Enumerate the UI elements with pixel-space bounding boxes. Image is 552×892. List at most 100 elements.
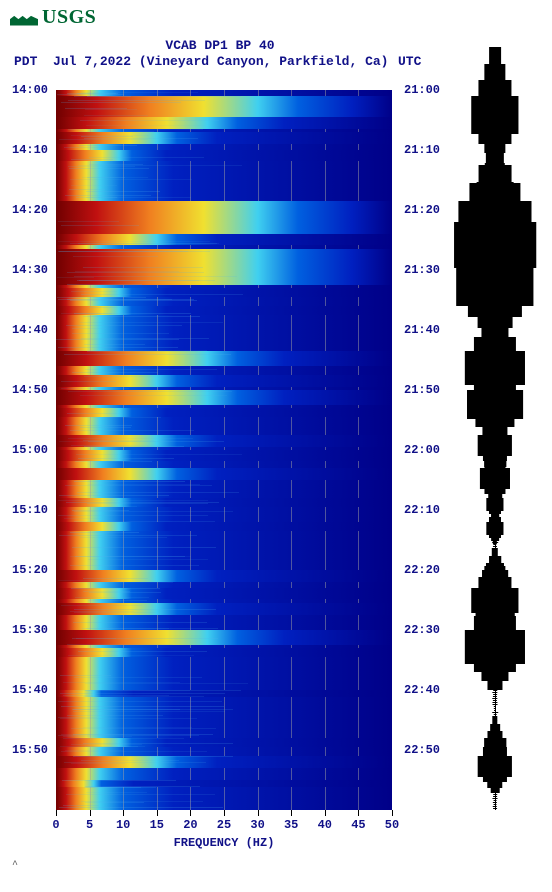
waveform-noise	[493, 746, 498, 747]
waveform-noise	[494, 536, 497, 537]
noise-speckle	[81, 801, 203, 802]
waveform-noise	[493, 102, 497, 103]
noise-speckle	[68, 100, 204, 101]
waveform-noise	[493, 98, 498, 99]
waveform-noise	[492, 774, 497, 775]
waveform-noise	[494, 710, 496, 711]
waveform-noise	[494, 134, 496, 135]
y-tick-right-label: 22:40	[404, 683, 440, 697]
waveform-noise	[493, 428, 496, 429]
noise-speckle	[86, 125, 206, 126]
spectrogram-event	[56, 117, 392, 129]
waveform-noise	[493, 356, 497, 357]
noise-speckle	[73, 582, 173, 583]
waveform-noise	[492, 736, 498, 737]
waveform-noise	[493, 704, 498, 705]
waveform-noise	[494, 548, 496, 549]
waveform-noise	[493, 420, 497, 421]
waveform-noise	[493, 274, 496, 275]
waveform-noise	[493, 688, 496, 689]
waveform-noise	[492, 294, 497, 295]
waveform-noise	[493, 182, 497, 183]
noise-speckle	[70, 430, 194, 431]
waveform-noise	[493, 384, 497, 385]
waveform-noise	[494, 564, 497, 565]
waveform-noise	[492, 168, 498, 169]
waveform-noise	[493, 782, 496, 783]
y-tick-left-label: 15:10	[12, 503, 48, 517]
waveform-noise	[492, 400, 497, 401]
waveform-noise	[493, 170, 496, 171]
noise-speckle	[58, 299, 194, 300]
noise-speckle	[67, 93, 116, 94]
waveform-noise	[493, 448, 497, 449]
waveform-noise	[494, 290, 496, 291]
waveform-noise	[492, 286, 498, 287]
noise-speckle	[67, 284, 142, 285]
noise-speckle	[68, 438, 193, 439]
noise-speckle	[58, 717, 97, 718]
waveform-noise	[493, 92, 497, 93]
waveform-noise	[494, 760, 497, 761]
waveform-noise	[494, 604, 496, 605]
y-tick-left-label: 14:30	[12, 263, 48, 277]
y-tick-right-label: 21:30	[404, 263, 440, 277]
waveform-noise	[493, 166, 497, 167]
noise-speckle	[58, 241, 209, 242]
waveform-noise	[492, 116, 498, 117]
noise-speckle	[68, 655, 195, 656]
x-tick-label: 30	[250, 818, 264, 832]
waveform-noise	[493, 472, 496, 473]
noise-speckle	[75, 597, 149, 598]
waveform-noise	[494, 158, 497, 159]
waveform-noise	[494, 560, 497, 561]
x-tick-label: 45	[351, 818, 365, 832]
waveform-noise	[493, 110, 496, 111]
noise-speckle	[89, 307, 124, 308]
waveform-noise	[494, 678, 496, 679]
waveform-noise	[493, 424, 496, 425]
noise-speckle	[83, 696, 204, 697]
waveform-noise	[494, 650, 497, 651]
y-tick-right-label: 21:20	[404, 203, 440, 217]
waveform-noise	[492, 698, 497, 699]
noise-speckle	[60, 693, 225, 694]
waveform-trace	[452, 90, 538, 810]
waveform-noise	[492, 446, 498, 447]
waveform-noise	[493, 582, 496, 583]
waveform-noise	[492, 790, 498, 791]
y-tick-left-label: 15:20	[12, 563, 48, 577]
waveform-noise	[493, 418, 497, 419]
waveform-noise	[493, 196, 496, 197]
x-tick-label: 35	[284, 818, 298, 832]
waveform-noise	[493, 426, 497, 427]
waveform-noise	[493, 326, 496, 327]
noise-speckle	[70, 532, 139, 533]
waveform-noise	[493, 198, 496, 199]
waveform-noise	[494, 728, 497, 729]
noise-speckle	[80, 322, 222, 323]
noise-speckle	[67, 413, 122, 414]
waveform-noise	[493, 100, 497, 101]
waveform-noise	[494, 298, 497, 299]
waveform-noise	[493, 268, 496, 269]
waveform-noise	[493, 218, 497, 219]
noise-speckle	[72, 372, 159, 373]
waveform-noise	[493, 284, 498, 285]
waveform-noise	[493, 576, 497, 577]
waveform-noise	[493, 392, 498, 393]
tz-left-label: PDT	[14, 54, 37, 69]
waveform-noise	[493, 214, 496, 215]
waveform-noise	[492, 562, 497, 563]
waveform-noise	[492, 602, 497, 603]
waveform-burst	[484, 64, 505, 89]
y-tick-right-label: 21:50	[404, 383, 440, 397]
noise-speckle	[58, 347, 177, 348]
waveform-noise	[494, 708, 496, 709]
noise-speckle	[75, 556, 185, 557]
waveform-noise	[492, 380, 498, 381]
noise-speckle	[71, 291, 117, 292]
noise-speckle	[78, 458, 175, 459]
waveform-noise	[494, 456, 496, 457]
waveform-noise	[493, 140, 496, 141]
